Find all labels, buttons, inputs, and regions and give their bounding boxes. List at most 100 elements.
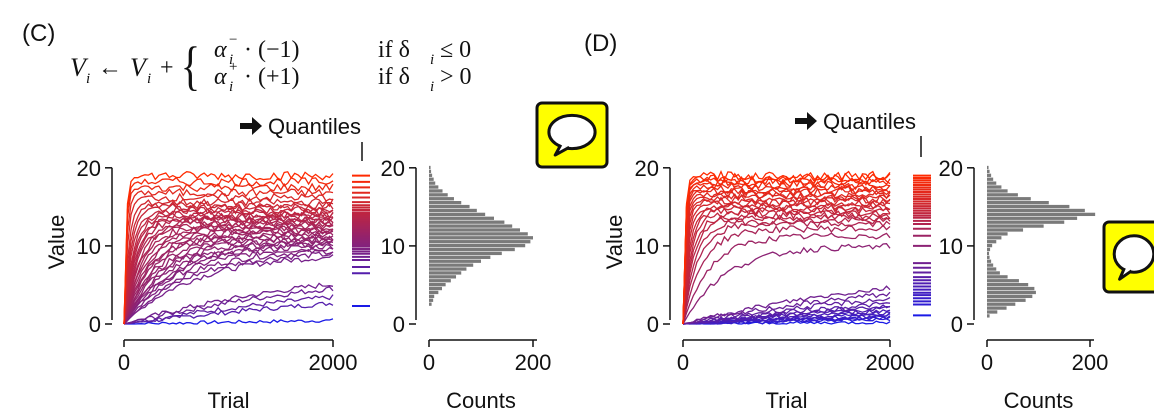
series-line (682, 232, 891, 325)
histogram-bar (987, 251, 990, 256)
histogram-bar (429, 259, 481, 263)
y-tick-label: 0 (89, 312, 101, 337)
histogram-bar (429, 255, 491, 259)
series-line (123, 248, 334, 325)
series-line (123, 301, 334, 325)
equation-rhs-v: V (130, 53, 149, 82)
equation-alpha-1-sub: i (229, 52, 233, 68)
histogram-bar (429, 193, 448, 197)
arrow-right-icon (795, 112, 817, 130)
series-line (682, 305, 891, 325)
x-axis-title: Trial (208, 388, 250, 413)
series-line (123, 282, 334, 325)
equation-cond-1: if δ (378, 37, 410, 63)
series-line (682, 301, 891, 325)
histogram-bar (987, 279, 1019, 283)
x-axis-title: Counts (446, 388, 516, 413)
series-line (123, 176, 334, 325)
series-line (123, 209, 334, 325)
histogram-bar (987, 283, 1029, 287)
histogram-bar (429, 224, 513, 228)
histogram-bar (429, 298, 434, 302)
series-line (123, 243, 334, 325)
histogram-bar (987, 220, 1065, 224)
histogram-bar (429, 220, 505, 224)
series-line (682, 304, 891, 325)
histogram-bar (429, 181, 436, 185)
x-tick-label: 2000 (309, 350, 358, 375)
series-line (123, 182, 334, 325)
x-tick-label: 0 (981, 350, 993, 375)
histogram-bar (987, 306, 1007, 310)
arrow-right-icon (240, 117, 262, 135)
histogram-bar (987, 228, 1024, 232)
histogram-bar (987, 298, 1026, 302)
histogram-bar (429, 279, 451, 283)
histogram-bar (987, 259, 992, 263)
x-tick-label: 0 (677, 350, 689, 375)
line-chart-c: 0 10 20 0 2000 Trial Value (44, 156, 370, 413)
y-tick-label: 10 (381, 234, 405, 259)
histogram-bar (987, 181, 997, 185)
series-line (123, 217, 334, 325)
x-tick-label: 0 (118, 350, 130, 375)
series-line (682, 206, 891, 325)
series-line (682, 224, 891, 325)
histogram-bar (429, 228, 520, 232)
series-line (123, 200, 334, 325)
equation-factor-2: · (+1) (244, 64, 300, 90)
histogram-bar (429, 197, 454, 201)
x-axis-title: Counts (1004, 388, 1074, 413)
histogram-bar (987, 240, 997, 244)
equation-arrow: ← (98, 55, 122, 81)
histogram-bar (987, 263, 994, 267)
quantiles-annotation-c: Quantiles (240, 114, 363, 161)
histogram-bar (987, 173, 992, 177)
series-line (123, 171, 334, 325)
histogram-bar (429, 247, 515, 252)
y-tick-label: 0 (647, 312, 659, 337)
histogram-bar (429, 240, 531, 244)
equation-alpha-2-sub: i (229, 79, 233, 95)
panel-label-d: (D) (584, 30, 618, 57)
histogram-bar (987, 193, 1018, 197)
series-line (682, 169, 891, 325)
equation-factor-1: · (−1) (244, 37, 300, 63)
series-line (123, 192, 334, 325)
histogram-bar (987, 267, 997, 271)
equation-rel-1: ≤ 0 (440, 37, 471, 63)
series-line (123, 207, 334, 325)
y-tick-label: 20 (77, 156, 101, 181)
histogram-bar (429, 275, 457, 279)
series-line (682, 196, 891, 325)
series-line (682, 291, 891, 325)
series-line (682, 315, 891, 325)
series-line (123, 240, 334, 325)
histogram-bar (429, 185, 439, 189)
histogram-bar (429, 204, 470, 209)
series-line (682, 243, 891, 325)
histogram-bar (429, 169, 432, 174)
equation-cond-2: if δ (378, 64, 410, 90)
histogram-bar (987, 314, 990, 318)
y-tick-label: 20 (939, 156, 963, 181)
x-tick-label: 0 (423, 350, 435, 375)
series-line (123, 254, 334, 325)
histogram-bar (429, 177, 434, 181)
histogram-bar (429, 251, 502, 256)
equation-rel-2: > 0 (440, 64, 472, 90)
histogram-bar (429, 216, 494, 220)
series-line (682, 203, 891, 325)
series-line (123, 294, 334, 325)
speech-bubble-balloon (1112, 234, 1154, 274)
x-tick-label: 200 (1072, 350, 1109, 375)
histogram-bar (987, 275, 1008, 279)
equation-cond-1-sub: i (430, 52, 434, 68)
histogram-bar (429, 283, 446, 287)
histogram-bar (987, 212, 1096, 217)
speech-bubble-balloon (547, 113, 597, 151)
histogram-bar (429, 290, 439, 295)
quantiles-label: Quantiles (268, 114, 361, 139)
